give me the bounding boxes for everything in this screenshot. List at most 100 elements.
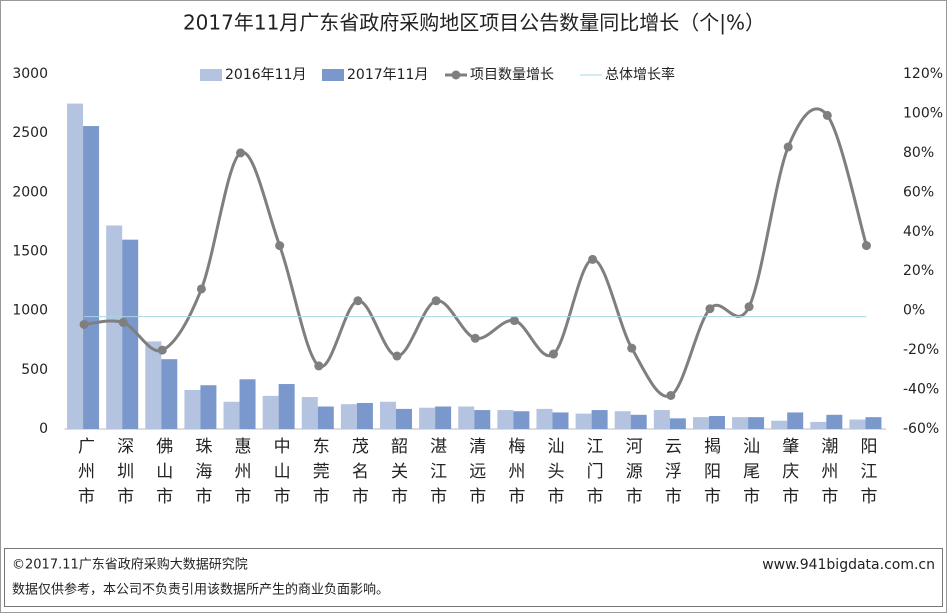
bar [340, 404, 357, 429]
growth-marker [548, 349, 558, 359]
y2-tick-label: -40% [903, 382, 939, 398]
y-tick-label: 1500 [12, 244, 48, 260]
x-tick-label: 揭阳市 [700, 437, 721, 512]
bar [356, 402, 373, 429]
bar [223, 401, 240, 429]
legend-label: 2016年11月 [225, 67, 306, 83]
bar [810, 421, 827, 429]
bar [575, 413, 592, 429]
bar [145, 341, 162, 429]
growth-marker [627, 343, 637, 353]
growth-marker [79, 319, 89, 329]
bar [513, 411, 530, 429]
bar [865, 417, 882, 429]
bar [458, 406, 475, 429]
bar [630, 414, 647, 429]
x-tick-label: 河源市 [622, 437, 643, 512]
bar [474, 410, 491, 429]
y-tick-label: 500 [21, 362, 48, 378]
x-tick-label: 茂名市 [348, 437, 369, 512]
y2-tick-label: 80% [903, 145, 934, 161]
x-tick-label: 中山市 [270, 437, 291, 512]
growth-marker [392, 351, 402, 361]
growth-marker [783, 142, 793, 152]
x-tick-label: 梅州市 [504, 437, 525, 512]
bar [239, 379, 256, 429]
x-tick-label: 汕头市 [543, 437, 564, 512]
y2-tick-label: -20% [903, 342, 939, 358]
bar [748, 417, 765, 429]
x-tick-label: 江门市 [583, 437, 604, 512]
bar [787, 412, 804, 429]
x-tick-label: 深圳市 [113, 437, 134, 512]
bar [591, 410, 608, 429]
x-tick-label: 汕尾市 [739, 437, 760, 512]
bar [849, 419, 866, 429]
legend-label: 总体增长率 [605, 66, 675, 83]
x-tick-label: 阳江市 [856, 437, 877, 512]
growth-marker [822, 110, 832, 120]
bar [435, 406, 452, 429]
x-tick-label: 潮州市 [817, 437, 838, 512]
bar [497, 410, 514, 429]
bar [200, 385, 217, 429]
bar [669, 418, 686, 429]
y2-tick-label: 120% [903, 66, 943, 82]
y-tick-label: 1000 [12, 303, 48, 319]
x-tick-label: 湛江市 [426, 437, 447, 512]
growth-marker [861, 241, 871, 251]
legend-marker [451, 70, 461, 80]
bar [262, 395, 279, 429]
disclaimer: 数据仅供参考，本公司不负责引用该数据所产生的商业负面影响。 [12, 582, 389, 598]
bar [67, 103, 84, 429]
bar [106, 225, 123, 429]
copyright: ©2017.11广东省政府采购大数据研究院 [12, 557, 248, 573]
bar [122, 239, 139, 429]
growth-marker [705, 304, 715, 314]
x-tick-label: 惠州市 [231, 437, 252, 512]
growth-marker [470, 333, 480, 343]
growth-marker [157, 345, 167, 355]
bar [317, 406, 334, 429]
y-tick-label: 2000 [12, 184, 48, 200]
x-tick-label: 佛山市 [152, 437, 173, 512]
bar [536, 408, 553, 429]
bar [396, 408, 413, 429]
bar [419, 407, 436, 429]
y2-tick-label: 100% [903, 105, 943, 121]
growth-marker [509, 316, 519, 326]
growth-marker [588, 254, 598, 264]
y-tick-label: 3000 [12, 66, 48, 82]
y-tick-label: 0 [39, 421, 48, 437]
bar [83, 126, 100, 430]
bar [184, 389, 201, 429]
y2-tick-label: 0% [903, 303, 925, 319]
legend-label: 2017年11月 [347, 67, 428, 83]
growth-marker [236, 148, 246, 158]
bar [278, 384, 295, 429]
legend-swatch [200, 69, 222, 81]
bar [708, 415, 725, 429]
x-tick-label: 珠海市 [191, 437, 212, 512]
footer-box [4, 548, 943, 607]
growth-marker [118, 318, 128, 327]
chart-title: 2017年11月广东省政府采购地区项目公告数量同比增长（个|%） [183, 11, 765, 35]
x-tick-label: 云浮市 [661, 437, 682, 512]
bar [552, 412, 569, 429]
bar [653, 410, 670, 429]
website: www.941bigdata.com.cn [762, 557, 935, 573]
bar [301, 397, 318, 429]
legend-swatch [322, 69, 344, 81]
growth-marker [353, 296, 363, 306]
x-tick-label: 东莞市 [309, 437, 330, 512]
growth-marker [275, 241, 285, 251]
bar [692, 417, 709, 429]
bar [771, 420, 788, 429]
x-tick-label: 清远市 [465, 437, 486, 512]
y-tick-label: 2500 [12, 125, 48, 141]
y2-tick-label: 20% [903, 263, 934, 279]
growth-marker [666, 390, 676, 400]
